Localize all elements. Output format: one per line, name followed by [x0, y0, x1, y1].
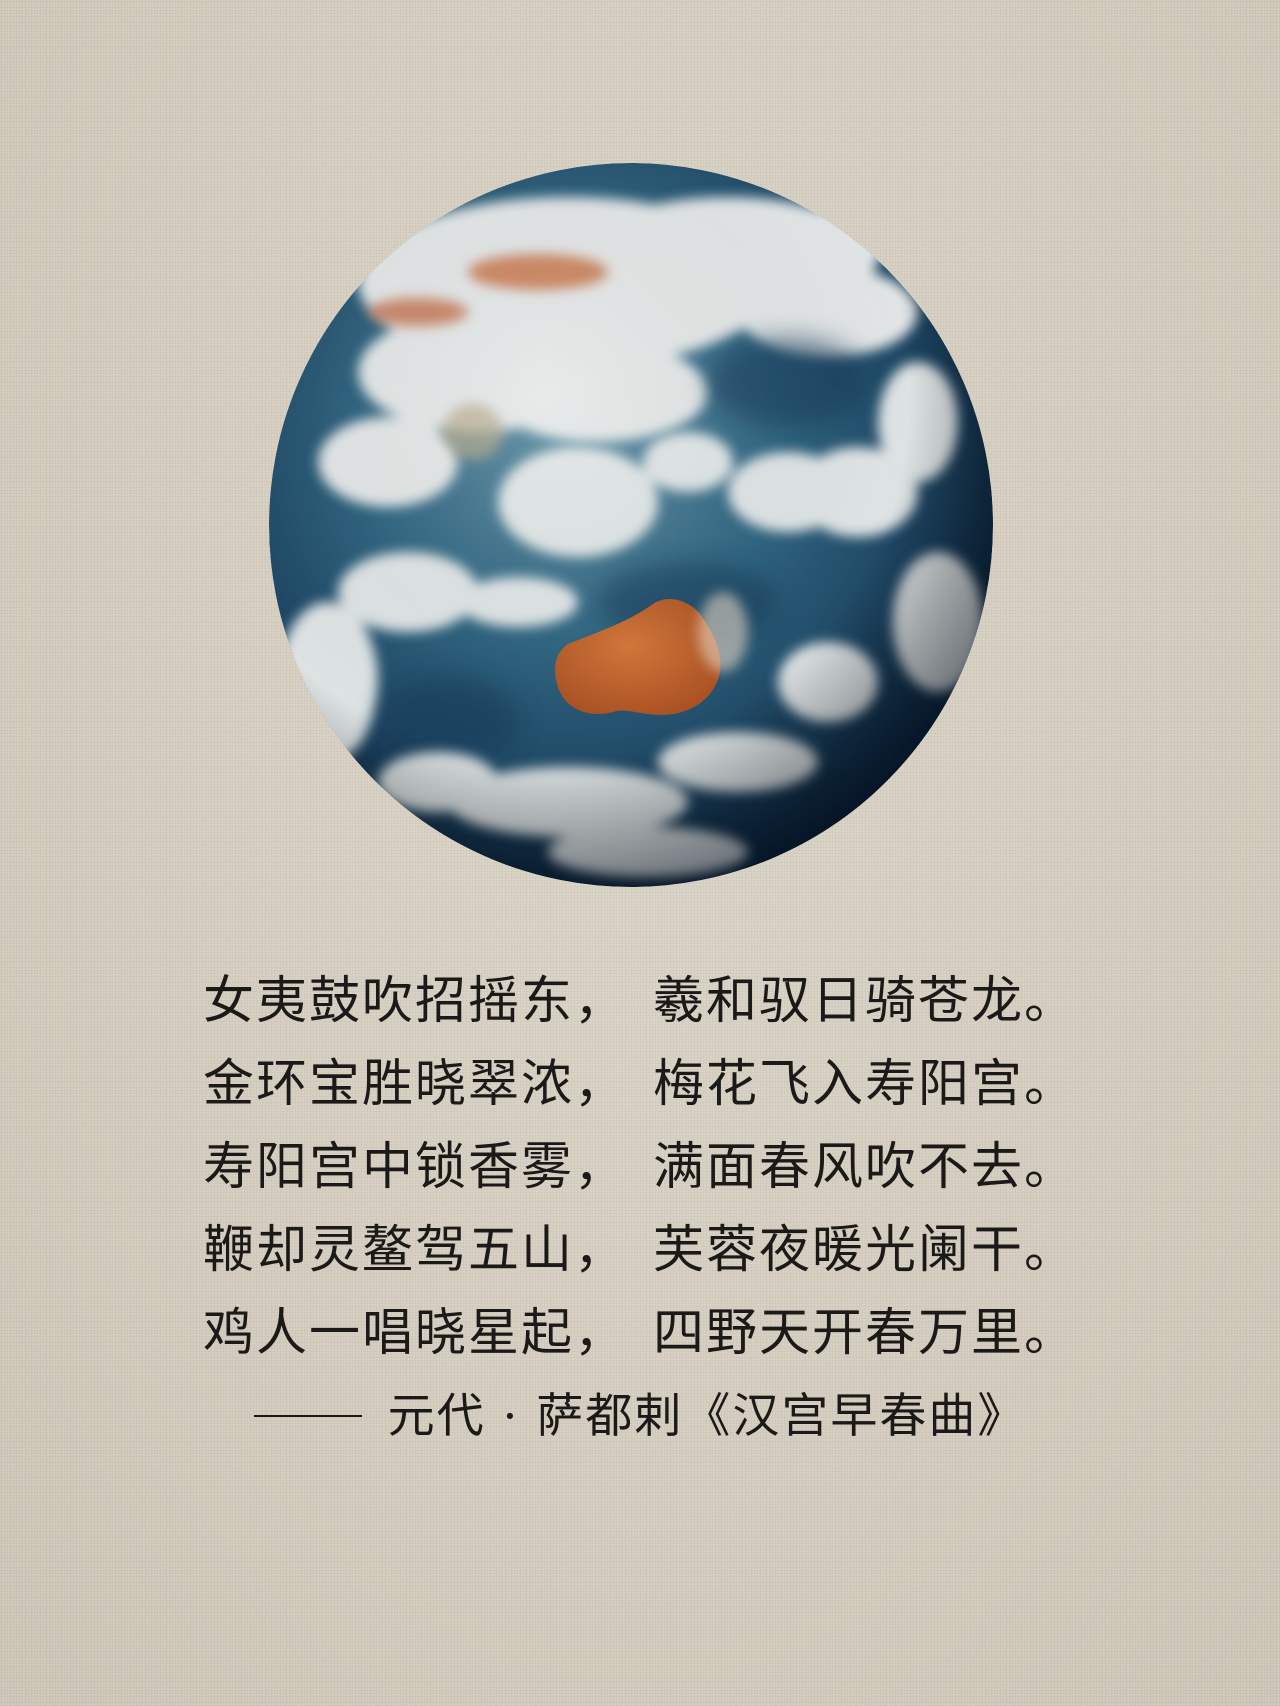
attribution-text: 元代 · 萨都剌《汉宫早春曲》 [387, 1389, 1027, 1444]
poem-line-first-half: 鸡人一唱晓星起， [202, 1304, 627, 1363]
poem-attribution: 元代 · 萨都剌《汉宫早春曲》 [0, 1377, 1280, 1457]
poem-block: 女夷鼓吹招摇东， 羲和驭日骑苍龙。 金环宝胜晓翠浓， 梅花飞入寿阳宫。 寿阳宫中锁香… [0, 960, 1280, 1457]
poem-line: 鸡人一唱晓星起， 四野天开春万里。 [0, 1292, 1280, 1375]
poem-line: 寿阳宫中锁香雾， 满面春风吹不去。 [0, 1126, 1280, 1209]
poem-line: 金环宝胜晓翠浓， 梅花飞入寿阳宫。 [0, 1043, 1280, 1126]
em-dash-rule [253, 1415, 362, 1417]
poem-line: 鞭却灵鳌驾五山， 芙蓉夜暖光阑干。 [0, 1209, 1280, 1292]
poem-line-first-half: 鞭却灵鳌驾五山， [202, 1221, 627, 1280]
poem-line-second-half: 羲和驭日骑苍龙。 [653, 972, 1078, 1031]
poem-line-second-half: 满面春风吹不去。 [653, 1138, 1078, 1197]
earth-globe-image [268, 162, 994, 888]
poem-line-first-half: 寿阳宫中锁香雾， [202, 1138, 627, 1197]
poem-line-second-half: 梅花飞入寿阳宫。 [653, 1055, 1078, 1114]
poem-line-second-half: 芙蓉夜暖光阑干。 [653, 1221, 1078, 1280]
poem-line-first-half: 女夷鼓吹招摇东， [202, 972, 627, 1031]
poem-line-first-half: 金环宝胜晓翠浓， [202, 1055, 627, 1114]
poem-line: 女夷鼓吹招摇东， 羲和驭日骑苍龙。 [0, 960, 1280, 1043]
poem-line-second-half: 四野天开春万里。 [653, 1304, 1078, 1363]
